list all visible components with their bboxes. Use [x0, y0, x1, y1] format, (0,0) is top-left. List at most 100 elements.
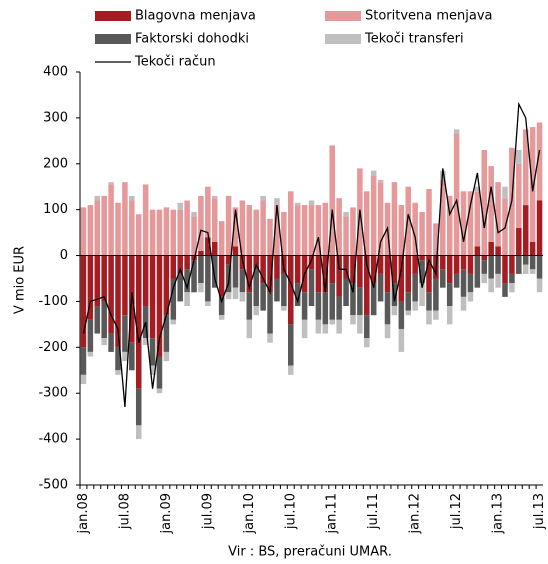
bar-segment: [488, 255, 494, 279]
bar-segment: [163, 351, 170, 362]
bar-segment: [343, 255, 349, 279]
bar-segment: [474, 191, 481, 247]
bar-segment: [502, 283, 508, 297]
bar-segment: [412, 301, 418, 311]
bar-segment: [446, 306, 453, 325]
bar-segment: [225, 255, 232, 265]
bar-segment: [177, 209, 183, 256]
bar-segment: [440, 179, 446, 256]
legend-label: Blagovna menjava: [135, 9, 256, 24]
bar-segment: [170, 278, 177, 320]
bar-segment: [101, 338, 107, 346]
bar-segment: [474, 186, 481, 192]
bar-segment: [377, 255, 384, 274]
bar-segment: [142, 184, 149, 256]
bar-segment: [80, 347, 87, 375]
y-tick-label: 200: [43, 156, 68, 171]
bar-segment: [322, 202, 329, 256]
bar-segment: [536, 278, 543, 293]
bar-segment: [301, 205, 308, 256]
bar-segment: [218, 315, 225, 320]
bar-segment: [115, 370, 121, 375]
bar-segment: [246, 205, 253, 256]
bar-segment: [108, 184, 114, 256]
x-tick-label: jul.10: [283, 493, 298, 530]
bar-segment: [481, 255, 488, 261]
bar-segment: [308, 205, 315, 256]
bar-segment: [419, 260, 425, 284]
bar-segment: [315, 292, 322, 320]
bar-segment: [288, 324, 294, 366]
bar-segment: [101, 301, 107, 339]
bar-segment: [232, 207, 239, 247]
bar-segment: [294, 205, 301, 256]
bar-segment: [495, 273, 501, 288]
bar-segment: [502, 255, 508, 284]
bar-segment: [426, 292, 432, 311]
bar-segment: [405, 310, 412, 316]
bar-segment: [115, 202, 121, 256]
bar-segment: [122, 255, 128, 316]
bar-segment: [301, 319, 308, 339]
bar-segment: [108, 182, 114, 185]
bar-segment: [495, 246, 501, 256]
bar-segment: [267, 333, 273, 343]
bar-segment: [170, 255, 177, 279]
y-axis-label: V mio EUR: [13, 246, 28, 314]
bar-segment: [350, 207, 356, 256]
bar-segment: [391, 306, 398, 316]
bar-segment: [453, 273, 460, 288]
bar-segment: [460, 296, 467, 311]
bar-segment: [446, 283, 453, 307]
bar-segment: [412, 202, 418, 256]
y-tick-label: 300: [43, 110, 68, 125]
bar-segment: [364, 191, 370, 256]
bar-segment: [191, 216, 197, 256]
bar-segment: [80, 255, 87, 348]
bar-segment: [191, 260, 197, 293]
bar-segment: [163, 255, 170, 316]
bar-segment: [350, 315, 356, 325]
bar-segment: [246, 292, 253, 320]
bar-segment: [170, 319, 177, 325]
y-tick-label: -500: [38, 478, 68, 493]
bar-segment: [398, 205, 405, 256]
bar-segment: [446, 255, 453, 284]
bar-segment: [156, 388, 163, 394]
bar-segment: [170, 209, 177, 256]
bar-segment: [274, 255, 280, 279]
bar-segment: [156, 255, 163, 357]
bar-segment: [260, 283, 266, 311]
bar-segment: [370, 255, 377, 284]
bar-segment: [267, 292, 273, 334]
bar-segment: [398, 301, 405, 329]
bar-segment: [343, 211, 349, 217]
bar-segment: [384, 255, 391, 293]
bar-segment: [129, 342, 135, 371]
bar-segment: [481, 273, 488, 284]
bar-segment: [232, 255, 239, 288]
legend-label: Tekoči transferi: [364, 32, 464, 47]
y-tick-label: 400: [43, 65, 68, 80]
bar-segment: [108, 333, 114, 352]
y-tick-label: -200: [38, 340, 68, 355]
bar-segment: [87, 255, 94, 320]
bar-segment: [460, 191, 467, 256]
bar-segment: [135, 388, 142, 426]
bar-segment: [142, 338, 149, 346]
bar-segment: [101, 255, 107, 302]
bar-segment: [481, 260, 488, 274]
bar-segment: [94, 255, 101, 307]
bar-segment: [232, 246, 239, 256]
bar-segment: [80, 207, 87, 256]
x-tick-label: jul.09: [200, 493, 215, 530]
bar-segment: [149, 338, 156, 366]
bar-segment: [260, 200, 266, 256]
bar-segment: [156, 356, 163, 389]
bar-segment: [509, 255, 515, 274]
bar-segment: [205, 255, 211, 302]
bar-segment: [350, 255, 356, 284]
bar-segment: [370, 170, 377, 176]
y-tick-label: -100: [38, 294, 68, 309]
bar-segment: [509, 273, 515, 284]
